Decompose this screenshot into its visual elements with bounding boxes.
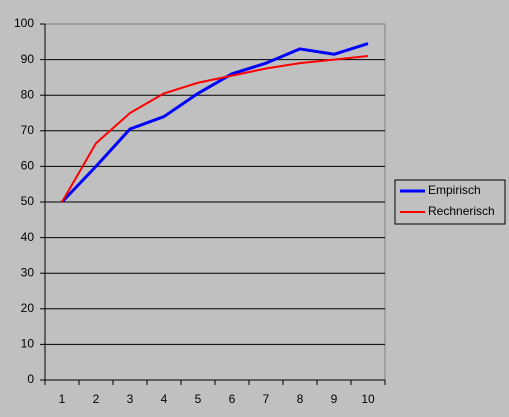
x-tick-label: 3 [127, 392, 134, 406]
y-tick-label: 60 [21, 159, 35, 173]
y-tick-label: 40 [21, 230, 35, 244]
x-tick-label: 5 [195, 392, 202, 406]
x-tick-label: 2 [93, 392, 100, 406]
x-tick-label: 8 [297, 392, 304, 406]
data-line [60, 42, 369, 204]
y-tick-label: 0 [27, 372, 34, 386]
y-tick-label: 100 [14, 16, 34, 30]
x-tick-label: 6 [229, 392, 236, 406]
legend-label: Rechnerisch [428, 204, 495, 218]
y-tick-label: 90 [21, 52, 35, 66]
x-tick-label: 9 [331, 392, 338, 406]
x-tick-label: 10 [361, 392, 375, 406]
x-tick-label: 1 [59, 392, 66, 406]
y-tick-label: 30 [21, 265, 35, 279]
y-tick-label: 70 [21, 123, 35, 137]
x-tick-label: 4 [161, 392, 168, 406]
y-tick-label: 10 [21, 337, 35, 351]
data-line [61, 55, 369, 203]
legend-box [394, 179, 506, 225]
y-tick-label: 50 [21, 194, 35, 208]
y-tick-label: 80 [21, 87, 35, 101]
x-tick-label: 7 [263, 392, 270, 406]
legend-label: Empirisch [428, 183, 481, 197]
y-tick-label: 20 [21, 301, 35, 315]
